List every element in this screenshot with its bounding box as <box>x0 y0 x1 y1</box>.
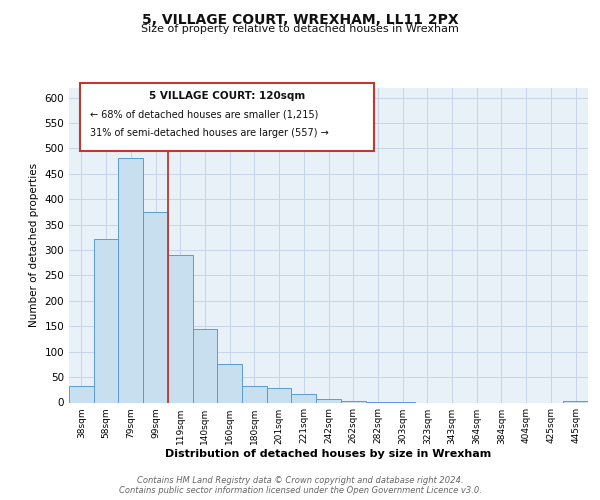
FancyBboxPatch shape <box>80 83 374 150</box>
Y-axis label: Number of detached properties: Number of detached properties <box>29 163 39 327</box>
Text: ← 68% of detached houses are smaller (1,215): ← 68% of detached houses are smaller (1,… <box>90 110 318 120</box>
Bar <box>267 388 292 402</box>
Bar <box>168 255 193 402</box>
Bar <box>94 239 118 402</box>
Bar <box>316 399 341 402</box>
Bar <box>292 394 316 402</box>
Bar <box>193 329 217 402</box>
Bar <box>118 158 143 402</box>
Text: Contains public sector information licensed under the Open Government Licence v3: Contains public sector information licen… <box>119 486 481 495</box>
Text: 5, VILLAGE COURT, WREXHAM, LL11 2PX: 5, VILLAGE COURT, WREXHAM, LL11 2PX <box>142 12 458 26</box>
Bar <box>69 386 94 402</box>
Bar <box>242 386 267 402</box>
Text: 5 VILLAGE COURT: 120sqm: 5 VILLAGE COURT: 120sqm <box>149 90 305 101</box>
Bar <box>143 212 168 402</box>
Text: Contains HM Land Registry data © Crown copyright and database right 2024.: Contains HM Land Registry data © Crown c… <box>137 476 463 485</box>
X-axis label: Distribution of detached houses by size in Wrexham: Distribution of detached houses by size … <box>166 450 491 460</box>
Bar <box>217 364 242 403</box>
Text: Size of property relative to detached houses in Wrexham: Size of property relative to detached ho… <box>141 24 459 34</box>
Text: 31% of semi-detached houses are larger (557) →: 31% of semi-detached houses are larger (… <box>90 128 329 138</box>
